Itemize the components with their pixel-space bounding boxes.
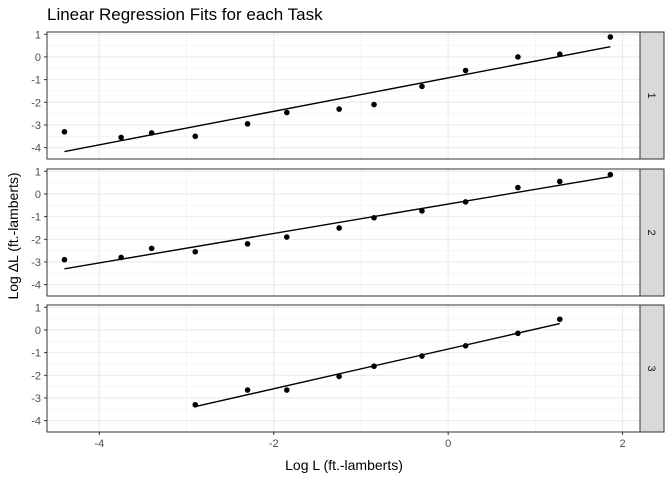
facet-strip <box>639 31 665 160</box>
data-point <box>515 184 521 191</box>
y-tick-label: 1 <box>35 29 41 41</box>
data-point <box>371 101 377 108</box>
data-point <box>371 214 377 221</box>
data-point <box>556 51 563 58</box>
facet-panels: -4 -3 -2 -1 0 1 1 -4 -3 -2 -1 0 1 2 -4 -3 -2 -1 0 1 3 <box>31 29 665 433</box>
data-point <box>336 373 342 380</box>
data-point <box>118 134 124 141</box>
data-point <box>607 171 614 178</box>
panel-background <box>47 305 640 432</box>
y-tick-label: -1 <box>31 75 41 87</box>
data-point <box>462 199 469 205</box>
x-axis-title: Log L (ft.-lamberts) <box>285 457 403 473</box>
data-point <box>284 109 290 116</box>
data-point <box>419 83 425 90</box>
data-point <box>371 363 377 370</box>
facet-strip-label: 1 <box>645 92 657 98</box>
x-tick-label: -2 <box>269 438 279 450</box>
y-tick-label: -3 <box>31 393 41 405</box>
regression-fit-line <box>64 176 611 270</box>
y-tick-label: 0 <box>35 189 41 201</box>
y-tick-label: -4 <box>31 416 41 428</box>
data-point <box>556 178 563 185</box>
data-point <box>515 330 521 337</box>
facet-panel-3: -4 -3 -2 -1 0 1 3 <box>31 302 665 433</box>
y-tick-label: 0 <box>35 52 41 64</box>
data-point <box>244 241 251 247</box>
data-point <box>148 245 155 252</box>
data-point <box>284 234 290 240</box>
facet-strip-label: 2 <box>645 229 657 235</box>
y-tick-label: -4 <box>31 143 41 155</box>
x-axis: -4 -2 0 2 <box>94 432 626 450</box>
data-point <box>336 225 342 231</box>
data-point <box>284 387 290 393</box>
y-tick-label: -1 <box>31 212 41 224</box>
data-point <box>148 130 155 136</box>
data-point <box>192 133 199 140</box>
data-point <box>462 67 469 74</box>
regression-fit-line <box>64 46 611 153</box>
data-point <box>462 343 469 349</box>
y-tick-label: -2 <box>31 97 41 109</box>
data-point <box>61 256 68 263</box>
y-tick-label: -3 <box>31 120 41 132</box>
x-tick-label: 2 <box>619 438 625 450</box>
facet-strip <box>639 304 665 433</box>
facet-panel-1: -4 -3 -2 -1 0 1 1 <box>31 29 665 160</box>
data-point <box>244 387 251 393</box>
y-tick-label: -1 <box>31 348 41 360</box>
regression-fit-line <box>195 322 560 408</box>
data-point <box>556 316 563 323</box>
y-tick-label: 1 <box>35 302 41 314</box>
panel-background <box>47 32 640 159</box>
data-point <box>419 208 425 214</box>
data-point <box>419 353 425 359</box>
data-point <box>192 401 199 408</box>
data-point <box>336 106 342 112</box>
data-point <box>118 254 124 261</box>
y-axis-title: Log ΔL (ft.-lamberts) <box>5 172 21 299</box>
panel-background <box>47 169 640 296</box>
y-tick-label: 0 <box>35 325 41 337</box>
y-tick-label: -3 <box>31 257 41 269</box>
y-tick-label: -2 <box>31 370 41 382</box>
data-point <box>607 34 614 40</box>
y-tick-label: -2 <box>31 234 41 246</box>
x-tick-label: -4 <box>94 438 104 450</box>
data-point <box>192 248 199 255</box>
facet-strip <box>639 168 665 297</box>
facet-strip-label: 3 <box>645 365 657 371</box>
y-tick-label: 1 <box>35 166 41 178</box>
facet-panel-2: -4 -3 -2 -1 0 1 2 <box>31 166 665 297</box>
x-tick-label: 0 <box>445 438 451 450</box>
data-point <box>61 128 68 135</box>
data-point <box>515 54 521 60</box>
chart-title: Linear Regression Fits for each Task <box>47 5 323 24</box>
y-tick-label: -4 <box>31 280 41 292</box>
data-point <box>244 121 251 127</box>
